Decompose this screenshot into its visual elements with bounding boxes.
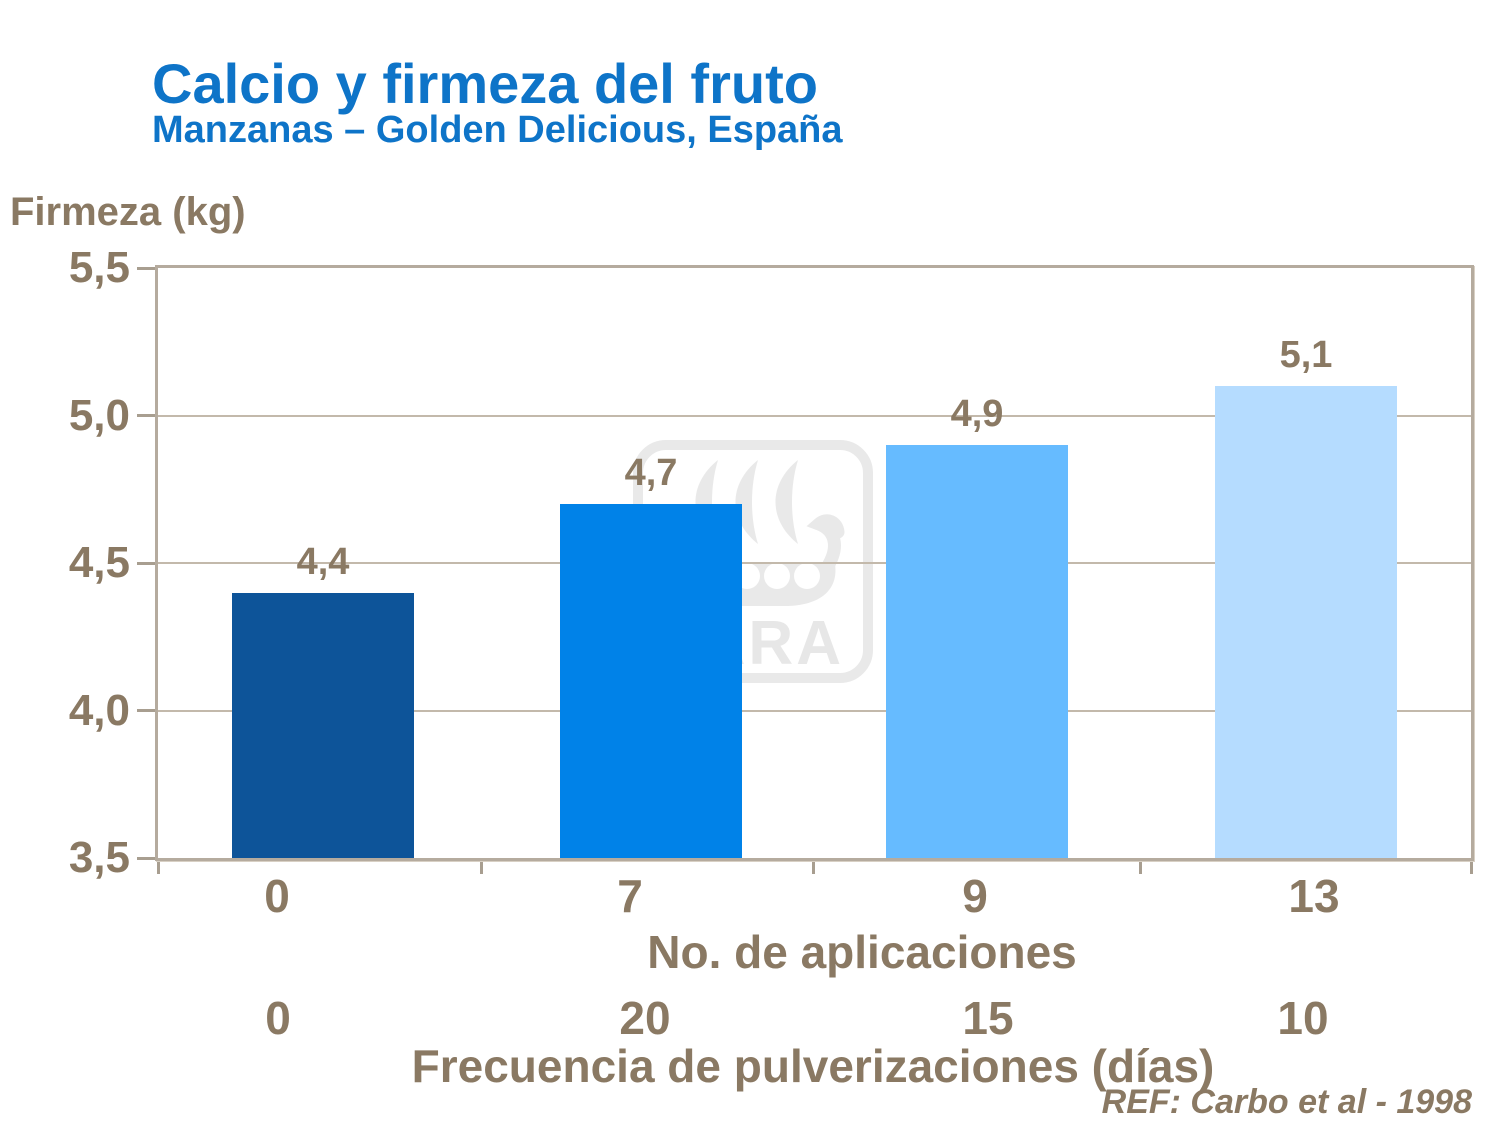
y-tick-mark (137, 561, 155, 565)
y-tick-mark (137, 414, 155, 417)
y-tick-label: 3,5 (68, 833, 130, 882)
x-frequency-label: 0 (265, 992, 291, 1044)
x-tick-mark (1469, 861, 1473, 874)
y-tick-label: 5,0 (68, 390, 130, 440)
y-tick-mark (137, 856, 155, 860)
x-axis-title-applications: No. de aplicaciones (647, 926, 1077, 978)
x-frequency-label: 20 (619, 992, 671, 1044)
gridline (158, 709, 1471, 712)
x-tick-mark (1138, 861, 1142, 874)
x-tick-mark (479, 861, 483, 874)
bar-group: 5,1 (1215, 336, 1397, 858)
x-category-label: 9 (962, 870, 988, 922)
y-tick-mark (137, 709, 155, 712)
y-tick-label: 5,5 (68, 243, 130, 292)
gridline (158, 562, 1471, 564)
x-category-label: 13 (1288, 870, 1340, 922)
bar-aplicaciones-13 (1215, 386, 1397, 858)
bar-aplicaciones-7 (560, 504, 742, 858)
x-frequency-label: 10 (1277, 992, 1329, 1044)
x-frequency-label: 15 (962, 992, 1014, 1044)
chart-title: Calcio y firmeza del fruto (152, 52, 818, 115)
x-category-label: 0 (264, 870, 290, 922)
bar-value-label: 4,4 (296, 540, 350, 583)
chart-subtitle: Manzanas – Golden Delicious, España (152, 109, 843, 151)
bar-value-label: 4,9 (950, 393, 1004, 435)
bar-group: 4,7 (560, 454, 742, 858)
x-tick-mark (156, 861, 160, 874)
bar-aplicaciones-0 (232, 592, 414, 858)
y-tick-label: 4,5 (68, 538, 130, 587)
plot-area: YARA 4,4 4,7 4,9 5,1 (155, 265, 1474, 861)
bar-value-label: 5,1 (1279, 334, 1333, 376)
reference-citation: REF: Carbo et al - 1998 (1101, 1083, 1472, 1121)
bar-aplicaciones-9 (886, 445, 1068, 858)
bar-group: 4,9 (886, 395, 1068, 858)
bar-value-label: 4,7 (624, 452, 678, 494)
y-axis-label: Firmeza (kg) (10, 190, 246, 234)
y-tick-mark (137, 266, 155, 270)
bar-group: 4,4 (232, 540, 414, 858)
x-axis-title-frequency: Frecuencia de pulverizaciones (días) (411, 1040, 1215, 1092)
x-tick-mark (811, 861, 815, 874)
x-category-label: 7 (617, 870, 643, 922)
gridline (158, 414, 1471, 417)
y-tick-label: 4,0 (68, 685, 130, 735)
